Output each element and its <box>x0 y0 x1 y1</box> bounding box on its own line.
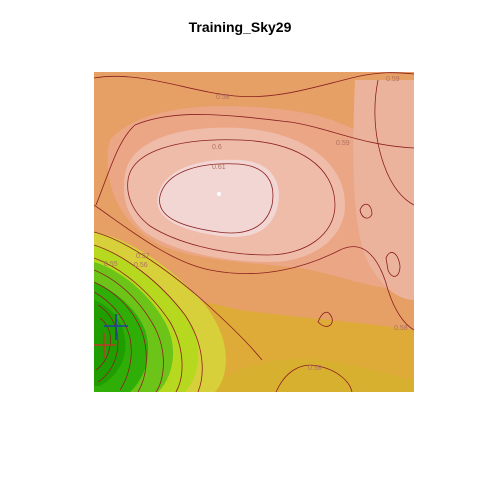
contour-054 <box>94 269 164 392</box>
field-right-zone <box>353 80 414 300</box>
contour-052 <box>94 291 132 391</box>
contour-label: 0.6 <box>212 144 222 151</box>
contour-061 <box>159 163 274 234</box>
contour-053 <box>94 281 147 392</box>
contour-lines <box>94 72 414 392</box>
contour-051 <box>97 304 119 383</box>
contour-label: 0.55 <box>104 261 118 268</box>
marker-white-dot <box>217 192 221 196</box>
marker-blue-cross <box>104 314 128 340</box>
contour-labels: 0.58 0.59 0.59 0.6 0.61 0.57 0.56 0.55 0… <box>104 76 408 372</box>
contour-058-mid <box>94 204 414 331</box>
contour-label: 0.59 <box>336 140 350 147</box>
contour-label: 0.57 <box>136 253 150 260</box>
contour-056 <box>94 244 203 392</box>
field-band-lower <box>200 359 414 392</box>
contour-label: 0.59 <box>386 76 400 83</box>
contour-island-1 <box>359 203 373 219</box>
contour-island-3 <box>317 311 333 327</box>
contour-label: 0.58 <box>308 365 322 372</box>
contour-050 <box>95 317 111 371</box>
contour-058-bottom <box>275 364 353 392</box>
contour-055 <box>94 257 183 392</box>
contour-060 <box>127 139 336 256</box>
marker-red-cross <box>94 333 116 358</box>
contour-label: 0.61 <box>212 164 226 171</box>
field-level-061 <box>157 159 279 237</box>
chart-title: Training_Sky29 <box>188 19 292 35</box>
contour-058-top <box>94 72 414 98</box>
contour-057 <box>94 231 263 361</box>
contour-059-right <box>374 79 414 206</box>
contour-label: 0.58 <box>394 325 408 332</box>
contour-059 <box>95 114 414 206</box>
contour-label: 0.56 <box>134 262 148 269</box>
contour-island-2 <box>385 252 401 277</box>
contour-label: 0.58 <box>216 94 230 101</box>
